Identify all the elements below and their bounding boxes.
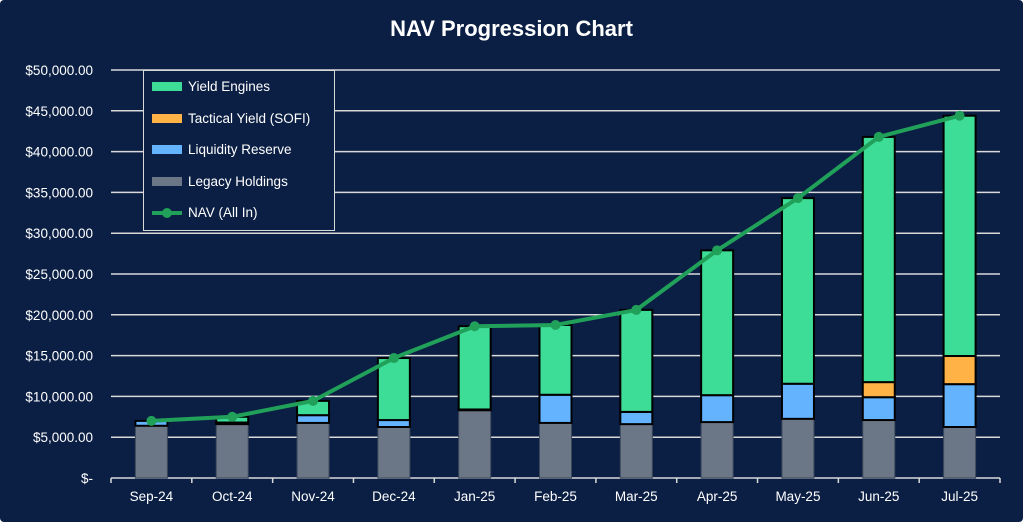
y-tick-label: $- [81,471,93,486]
bar-tactical-yield-sofi [942,355,977,386]
bar-legacy-holdings [781,418,815,479]
x-tick-label: Sep-24 [130,489,174,504]
nav-point [954,110,965,121]
bar-legacy-holdings [134,425,168,479]
nav-point [792,193,803,204]
bar-legacy-holdings [943,426,977,479]
y-tick-label: $5,000.00 [33,430,93,445]
y-tick-label: $30,000.00 [25,226,93,241]
legend-item-tactical-yield: Tactical Yield (SOFI) [144,103,334,135]
legend-item-yield-engines: Yield Engines [144,71,334,103]
legend-item-nav: NAV (All In) [144,197,334,229]
nav-point [227,411,238,422]
legend: Yield Engines Tactical Yield (SOFI) Liqu… [143,70,335,231]
nav-point [388,353,399,364]
y-tick-label: $50,000.00 [25,63,93,78]
bar-legacy-holdings [458,409,492,479]
y-tick-label: $15,000.00 [25,349,93,364]
x-tick-label: Mar-25 [615,489,658,504]
bar-yield-engines [861,135,896,384]
bar-legacy-holdings [700,421,734,479]
bar-liquidity-reserve [942,383,977,429]
bar-liquidity-reserve [538,393,573,424]
x-tick-label: Jun-25 [858,489,899,504]
nav-point [631,304,642,315]
y-tick-label: $10,000.00 [25,389,93,404]
x-tick-label: Jul-25 [941,489,978,504]
bar-legacy-holdings [539,422,572,479]
legend-label: Tactical Yield (SOFI) [188,110,311,126]
legend-item-legacy-holdings: Legacy Holdings [144,166,334,198]
legend-label: NAV (All In) [188,205,258,221]
x-tick-label: Jan-25 [454,489,495,504]
bar-legacy-holdings [619,423,653,479]
bar-yield-engines [942,114,977,358]
bar-yield-engines [457,325,492,411]
bar-legacy-holdings [377,426,411,479]
bar-liquidity-reserve [619,410,654,426]
x-tick-label: Oct-24 [212,489,253,504]
bar-tactical-yield-sofi [861,381,896,399]
nav-point [469,321,480,332]
bar-yield-engines [619,308,654,413]
bar-liquidity-reserve [296,414,331,424]
legend-line-marker [152,207,182,218]
nav-point [550,320,561,330]
x-tick-label: Apr-25 [697,489,738,504]
bar-yield-engines [780,197,815,385]
nav-point [712,245,723,256]
x-tick-label: Nov-24 [291,489,335,504]
legend-label: Legacy Holdings [188,173,288,189]
legend-label: Yield Engines [188,79,271,95]
bar-liquidity-reserve [376,419,411,428]
chart-title: NAV Progression Chart [390,16,633,41]
y-tick-label: $25,000.00 [25,267,93,282]
legend-item-liquidity-reserve: Liquidity Reserve [144,134,334,166]
x-tick-label: Dec-24 [372,489,416,504]
nav-point [873,131,884,142]
legend-label: Liquidity Reserve [188,142,292,158]
y-tick-label: $45,000.00 [25,104,93,119]
bar-yield-engines [700,249,735,397]
bar-liquidity-reserve [700,394,735,424]
bar-liquidity-reserve [780,382,815,420]
bar-legacy-holdings [862,419,896,479]
bar-yield-engines [538,324,573,396]
legend-swatch [152,145,182,155]
x-tick-label: May-25 [775,489,820,504]
legend-swatch [152,176,182,186]
bar-legacy-holdings [215,423,249,479]
nav-point [146,415,157,426]
x-tick-label: Feb-25 [534,489,577,504]
legend-swatch [152,82,182,92]
bar-yield-engines [376,357,411,422]
bar-liquidity-reserve [861,396,896,422]
legend-swatch [152,113,182,123]
y-tick-label: $35,000.00 [25,185,93,200]
y-tick-label: $40,000.00 [25,145,93,160]
y-tick-label: $20,000.00 [25,308,93,323]
nav-point [308,395,319,406]
bar-legacy-holdings [296,422,330,479]
